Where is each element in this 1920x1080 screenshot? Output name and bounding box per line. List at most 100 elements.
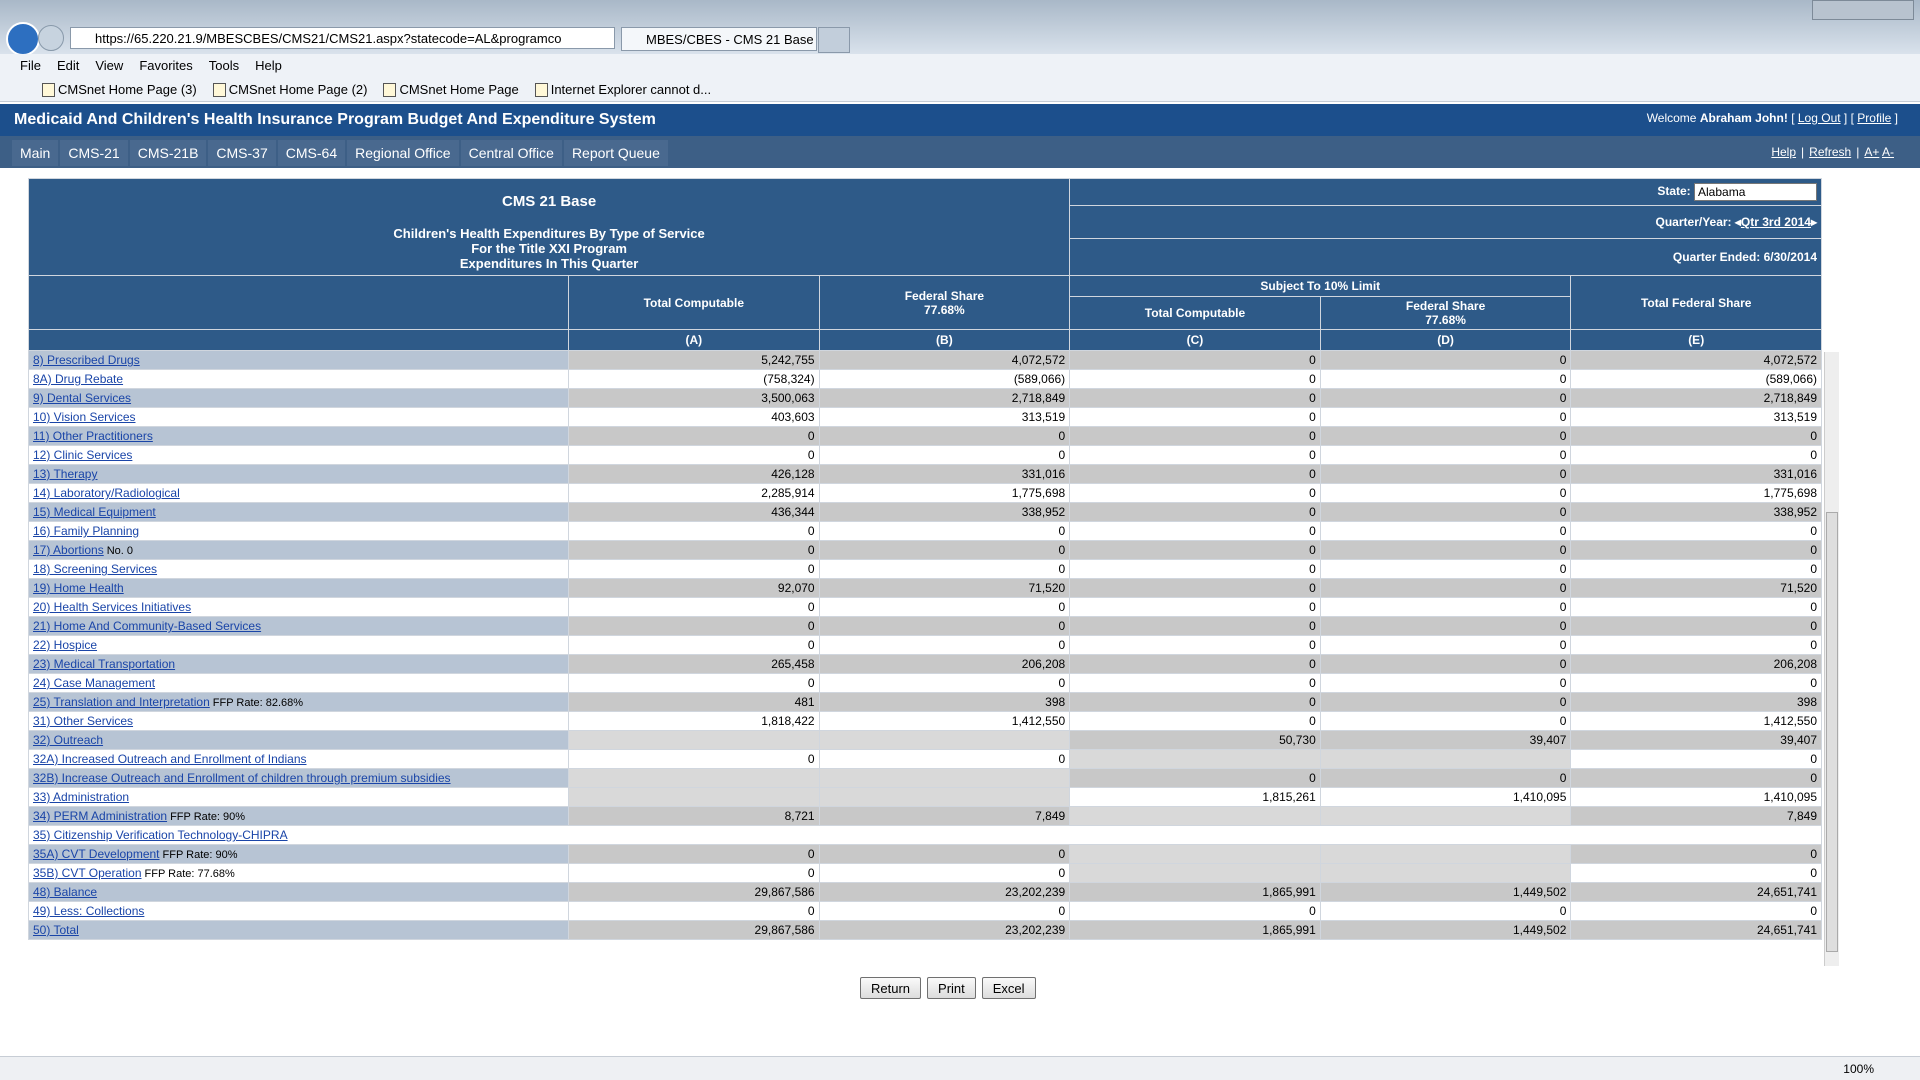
line-item-link[interactable]: 13) Therapy: [33, 467, 98, 481]
line-item-link[interactable]: 49) Less: Collections: [33, 904, 145, 918]
line-item-link[interactable]: 18) Screening Services: [33, 562, 158, 576]
amount-cell: 0: [568, 426, 820, 446]
nav-item[interactable]: CMS-21B: [129, 140, 207, 166]
line-item-link[interactable]: 25) Translation and Interpretation: [33, 695, 210, 709]
nav-item[interactable]: Regional Office: [347, 140, 459, 166]
amount-cell: 0: [1570, 673, 1822, 693]
amount-cell: 1,775,698: [1570, 483, 1822, 503]
line-item-link[interactable]: 21) Home And Community-Based Services: [33, 619, 262, 633]
nav-link[interactable]: A+: [1864, 145, 1880, 159]
line-item-link[interactable]: 23) Medical Transportation: [33, 657, 176, 671]
line-item-link[interactable]: 20) Health Services Initiatives: [33, 600, 192, 614]
nav-item[interactable]: Report Queue: [563, 140, 668, 166]
line-item-link[interactable]: 32B) Increase Outreach and Enrollment of…: [33, 771, 451, 785]
line-item-link[interactable]: 32A) Increased Outreach and Enrollment o…: [33, 752, 307, 766]
line-item-link[interactable]: 11) Other Practitioners: [33, 429, 153, 443]
favorite-link[interactable]: CMSnet Home Page (3): [40, 78, 197, 101]
menu-item[interactable]: Edit: [56, 58, 80, 73]
action-button[interactable]: Return: [860, 977, 922, 999]
data-row: 32) Outreach 50,730 39,407 39,407: [28, 730, 1822, 750]
scrollbar[interactable]: [1824, 352, 1839, 966]
line-item-link[interactable]: 33) Administration: [33, 790, 130, 804]
line-item-link[interactable]: 8A) Drug Rebate: [33, 372, 124, 386]
header-row: CMS 21 Base Children's Health Expenditure…: [27, 178, 1822, 276]
amount-cell: 0: [1069, 673, 1321, 693]
line-item-link[interactable]: 35B) CVT Operation: [33, 866, 142, 880]
address-bar[interactable]: https://65.220.21.9/MBESCBES/CMS21/CMS21…: [70, 27, 615, 49]
line-item-link[interactable]: 12) Clinic Services: [33, 448, 133, 462]
favorite-link[interactable]: CMSnet Home Page (2): [211, 78, 367, 101]
data-row: 48) Balance 29,867,586 23,202,239 1,865,991…: [28, 882, 1822, 902]
line-item-link[interactable]: 31) Other Services: [33, 714, 134, 728]
forward-button[interactable]: [38, 25, 64, 51]
browser-tab[interactable]: MBES/CBES - CMS 21 Base: [621, 27, 817, 51]
amount-cell: 0: [1319, 426, 1572, 446]
profile-link[interactable]: Profile: [1857, 111, 1892, 125]
amount-cell: 0: [1319, 445, 1572, 465]
state-select[interactable]: Alabama: [1694, 183, 1817, 201]
menu-item[interactable]: Help: [255, 58, 282, 73]
column-title: Federal Share: [904, 288, 985, 303]
line-item-link[interactable]: 15) Medical Equipment: [33, 505, 156, 519]
data-row: 20) Health Services Initiatives 0 0 0 0 0: [28, 597, 1822, 617]
nav-item[interactable]: Central Office: [460, 140, 562, 166]
menu-item[interactable]: File: [20, 58, 41, 73]
line-item-link[interactable]: 9) Dental Services: [33, 391, 132, 405]
line-item-link[interactable]: 35A) CVT Development: [33, 847, 160, 861]
amount-cell: 0: [1069, 502, 1321, 522]
amount-cell: 1,412,550: [1570, 711, 1822, 731]
line-item-link[interactable]: 34) PERM Administration: [33, 809, 168, 823]
favorite-link[interactable]: CMSnet Home Page: [381, 78, 519, 101]
line-item-link[interactable]: 10) Vision Services: [33, 410, 136, 424]
column-header: Total Computable: [568, 275, 820, 330]
nav-item[interactable]: Main: [12, 140, 59, 166]
action-button[interactable]: Excel: [981, 977, 1036, 999]
line-item-link[interactable]: 35) Citizenship Verification Technology-…: [33, 828, 288, 842]
favorite-link[interactable]: Internet Explorer cannot d...: [533, 78, 711, 101]
nav-link[interactable]: Help: [1771, 145, 1797, 159]
amount-cell: 0: [818, 863, 1071, 883]
amount-cell: 1,815,261: [1069, 787, 1321, 807]
menu-item[interactable]: View: [95, 58, 124, 73]
amount-cell: 0: [1069, 388, 1321, 408]
column-title: Total Federal Share: [1640, 295, 1752, 310]
line-item-link[interactable]: 17) Abortions: [33, 543, 104, 557]
amount-cell: 0: [568, 540, 820, 560]
data-row: 14) Laboratory/Radiological 2,285,914 1,77…: [28, 483, 1822, 503]
amount-cell: 398: [1570, 692, 1822, 712]
line-item-link[interactable]: 19) Home Health: [33, 581, 124, 595]
logout-link[interactable]: Log Out: [1797, 111, 1841, 125]
quarter-link[interactable]: Qtr 3rd 2014: [1740, 215, 1811, 229]
data-row: 35) Citizenship Verification Technology-…: [28, 825, 1822, 845]
new-tab[interactable]: [818, 27, 850, 53]
nav-link[interactable]: A-: [1882, 145, 1894, 159]
menu-item[interactable]: Favorites: [139, 58, 193, 73]
line-item-link[interactable]: 14) Laboratory/Radiological: [33, 486, 180, 500]
nav-link[interactable]: Refresh: [1809, 145, 1852, 159]
line-item-link[interactable]: 50) Total: [33, 923, 79, 937]
line-item-link[interactable]: 32) Outreach: [33, 733, 104, 747]
blank-cell: [818, 787, 1071, 807]
nav-item[interactable]: CMS-64: [277, 140, 346, 166]
row-label: 35) Citizenship Verification Technology-…: [28, 825, 1822, 845]
data-row: 12) Clinic Services 0 0 0 0 0: [28, 445, 1822, 465]
nav-item[interactable]: CMS-37: [208, 140, 276, 166]
row-label: 17) Abortions No. 0: [28, 540, 569, 560]
menu-item[interactable]: Tools: [208, 58, 240, 73]
amount-cell: 0: [1069, 464, 1321, 484]
back-button[interactable]: [6, 22, 40, 56]
line-item-link[interactable]: 48) Balance: [33, 885, 98, 899]
line-item-link[interactable]: 16) Family Planning: [33, 524, 140, 538]
scroll-thumb[interactable]: [1826, 512, 1838, 952]
app-header: Medicaid And Children's Health Insurance…: [0, 104, 1920, 136]
nav-item[interactable]: CMS-21: [60, 140, 128, 166]
line-item-link[interactable]: 22) Hospice: [33, 638, 98, 652]
group-header: Subject To 10% Limit: [1069, 275, 1572, 297]
line-item-link[interactable]: 24) Case Management: [33, 676, 156, 690]
line-item-link[interactable]: 8) Prescribed Drugs: [33, 353, 140, 367]
blank-cell: [1319, 749, 1572, 769]
blank-cell: [1319, 844, 1572, 864]
window-controls[interactable]: [1812, 0, 1914, 20]
zoom-level[interactable]: 100%: [1843, 1062, 1874, 1076]
action-button[interactable]: Print: [927, 977, 976, 999]
